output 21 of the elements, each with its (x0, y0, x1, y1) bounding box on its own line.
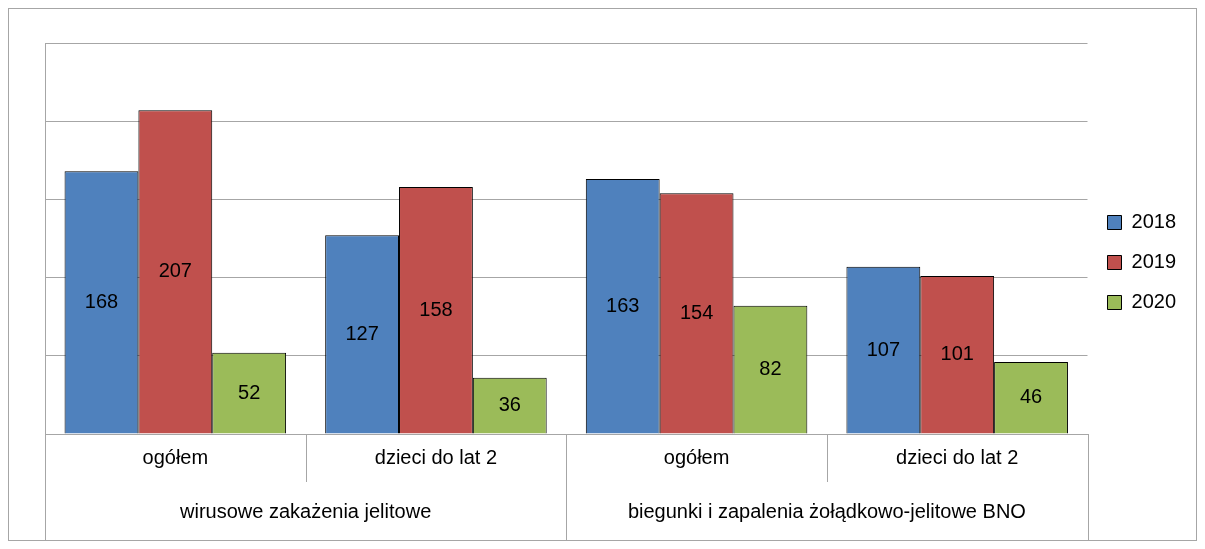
data-label: 107 (866, 337, 901, 360)
x-tick-label: ogółem (142, 445, 209, 468)
legend-label: 2020 (1131, 290, 1177, 313)
legend-label: 2018 (1131, 210, 1177, 233)
x-tick-label: dzieci do lat 2 (374, 445, 498, 468)
data-label: 127 (345, 321, 379, 344)
data-label: 46 (1019, 385, 1043, 408)
text: wirusowe zakażenia jelitowe (179, 499, 432, 522)
data-label: 101 (940, 342, 974, 365)
x-tick-label: dzieci do lat 2 (896, 445, 1019, 468)
data-label: 154 (679, 300, 714, 323)
data-label: 207 (158, 259, 192, 282)
data-label: 82 (759, 357, 782, 380)
data-label: 158 (419, 297, 453, 320)
data-label: 52 (238, 380, 261, 403)
data-label: 36 (498, 393, 521, 416)
x-tick-label: ogółem (663, 445, 730, 468)
text: biegunki i zapalenia żołądkowo-jelitowe BNO (627, 499, 1026, 522)
data-label: 163 (606, 293, 640, 316)
legend-label: 2019 (1131, 250, 1177, 273)
data-label: 168 (84, 289, 119, 312)
